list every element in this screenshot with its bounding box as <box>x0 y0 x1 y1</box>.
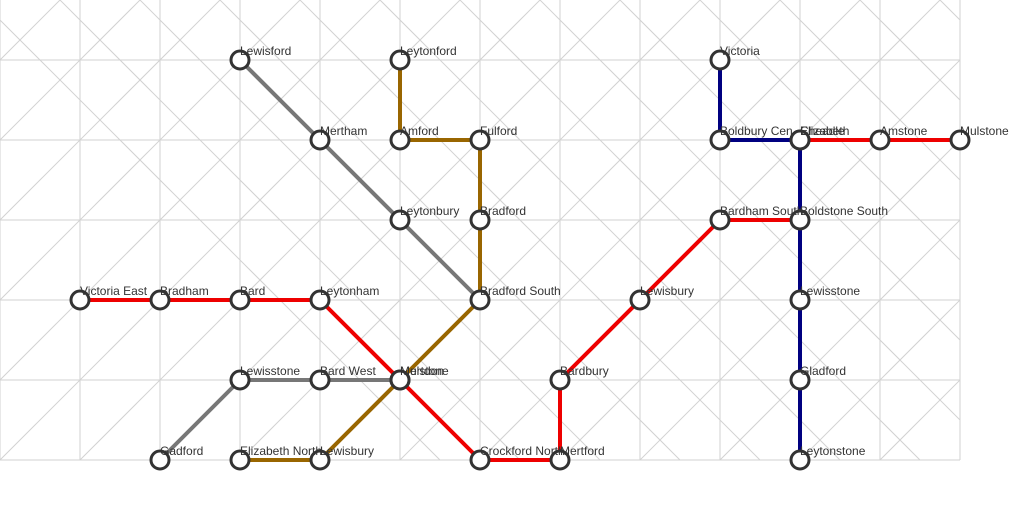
grid-diagonal <box>0 0 381 381</box>
station-amstone[interactable] <box>869 129 891 151</box>
grid-diagonal <box>0 0 141 141</box>
station-elizabeth[interactable] <box>789 129 811 151</box>
station-label-elizabeth-north: Elizabeth North <box>240 444 322 458</box>
station-bradford-south[interactable] <box>469 289 491 311</box>
station-bard[interactable] <box>229 289 251 311</box>
grid-diagonal <box>799 299 961 461</box>
station-labels: Lewisford Leytonford Victoria Mertham Amford… <box>80 44 1009 458</box>
station-mertford[interactable] <box>549 449 571 471</box>
station-label-lewisstone-e: Lewisstone <box>800 284 860 298</box>
station-label-leytonford: Leytonford <box>400 44 457 58</box>
grid-diagonal <box>219 0 681 461</box>
station-crockford-north[interactable] <box>469 449 491 471</box>
station-gladford[interactable] <box>789 369 811 391</box>
station-label-amford: Amford <box>400 124 439 138</box>
station-label-lewisbury: Lewisbury <box>640 284 694 298</box>
grid-diagonal <box>939 0 961 21</box>
station-markers <box>69 49 971 471</box>
station-label-gladford: Gladford <box>800 364 846 378</box>
station-label-boldbury-cen: Boldbury Cen <box>720 124 793 138</box>
station-leytonford[interactable] <box>389 49 411 71</box>
station-label-leytonstone: Leytonstone <box>800 444 866 458</box>
station-bradham[interactable] <box>149 289 171 311</box>
station-label-bradford: Bradford <box>480 204 526 218</box>
grid-diagonal <box>699 0 961 261</box>
station-bradford[interactable] <box>469 209 491 231</box>
station-label-fulford: Fulford <box>480 124 517 138</box>
station-mertham[interactable] <box>309 129 331 151</box>
station-amford[interactable] <box>389 129 411 151</box>
grid-diagonal <box>719 219 961 461</box>
grid-diagonal <box>539 0 961 421</box>
grid-diagonal <box>79 0 541 461</box>
station-lewisstone-e[interactable] <box>789 289 811 311</box>
station-label-mulstone: Mulstone <box>960 124 1009 138</box>
station-lewisbury[interactable] <box>629 289 651 311</box>
station-label-victoria-east: Victoria East <box>80 284 148 298</box>
station-label-amstone: Amstone <box>880 124 928 138</box>
grid-diagonal <box>139 0 601 461</box>
station-boldstone-south[interactable] <box>789 209 811 231</box>
station-label-lewisstone-w: Lewisstone <box>240 364 300 378</box>
grid-diagonal <box>619 0 961 341</box>
station-label-mulstone-c: Mulstone <box>400 364 449 378</box>
grid-diagonal <box>0 0 301 301</box>
grid-diagonal <box>59 0 521 461</box>
station-label-lewisford: Lewisford <box>240 44 291 58</box>
station-label-boldstone-south: Boldstone South <box>800 204 888 218</box>
station-label-bardbury: Bardbury <box>560 364 609 378</box>
station-label-bard: Bard <box>240 284 265 298</box>
station-label-leytonbury: Leytonbury <box>400 204 459 218</box>
station-fulford[interactable] <box>469 129 491 151</box>
station-bardham-south[interactable] <box>709 209 731 231</box>
grid-diagonal <box>379 0 841 461</box>
station-label-elizabeth: Elizabeth <box>800 124 849 138</box>
station-lewisford[interactable] <box>229 49 251 71</box>
station-mulstone[interactable] <box>949 129 971 151</box>
station-elizabeth-north[interactable] <box>229 449 251 471</box>
station-label-bradham: Bradham <box>160 284 209 298</box>
grid-diagonal <box>559 59 961 461</box>
station-bard-west[interactable] <box>309 369 331 391</box>
station-label-mertford: Mertford <box>560 444 605 458</box>
station-label-bard-west: Bard West <box>320 364 376 378</box>
station-label-victoria: Victoria <box>720 44 760 58</box>
station-label-cheadle: Cheadle <box>800 124 845 138</box>
station-label-lewisbury-s: Lewisbury <box>320 444 374 458</box>
grid-diagonal <box>859 0 961 101</box>
station-label-crockford-north: Crockford North <box>480 444 565 458</box>
route-line-brown <box>238 58 482 462</box>
station-gadford[interactable] <box>149 449 171 471</box>
grid-diagonal <box>0 0 461 461</box>
grid-diagonal <box>399 0 861 461</box>
route-line-gray <box>238 58 482 302</box>
grid-diagonal <box>299 0 761 461</box>
station-label-bradford-south: Bradford South <box>480 284 561 298</box>
station-victoria[interactable] <box>709 49 731 71</box>
station-leytonstone[interactable] <box>789 449 811 471</box>
station-bardbury[interactable] <box>549 369 571 391</box>
station-victoria-east[interactable] <box>69 289 91 311</box>
station-label-mertdon: Mertdon <box>400 364 444 378</box>
station-boldbury-cen[interactable] <box>709 129 731 151</box>
station-leytonbury[interactable] <box>389 209 411 231</box>
grid-diagonal <box>459 0 921 461</box>
station-label-leytonham: Leytonham <box>320 284 379 298</box>
station-mulstone-c[interactable] <box>389 369 411 391</box>
grid-diagonal <box>879 379 961 461</box>
station-label-gadford: Gadford <box>160 444 203 458</box>
grid-diagonal <box>0 0 61 61</box>
station-label-mertham: Mertham <box>320 124 367 138</box>
station-label-bardham-south: Bardham South <box>720 204 803 218</box>
station-lewisbury-s[interactable] <box>309 449 331 471</box>
route-line-gray-west <box>158 378 402 462</box>
station-lewisstone-w[interactable] <box>229 369 251 391</box>
grid-diagonal <box>0 0 221 221</box>
grid-diagonal <box>239 0 701 461</box>
grid-diagonal <box>779 0 961 181</box>
station-leytonham[interactable] <box>309 289 331 311</box>
